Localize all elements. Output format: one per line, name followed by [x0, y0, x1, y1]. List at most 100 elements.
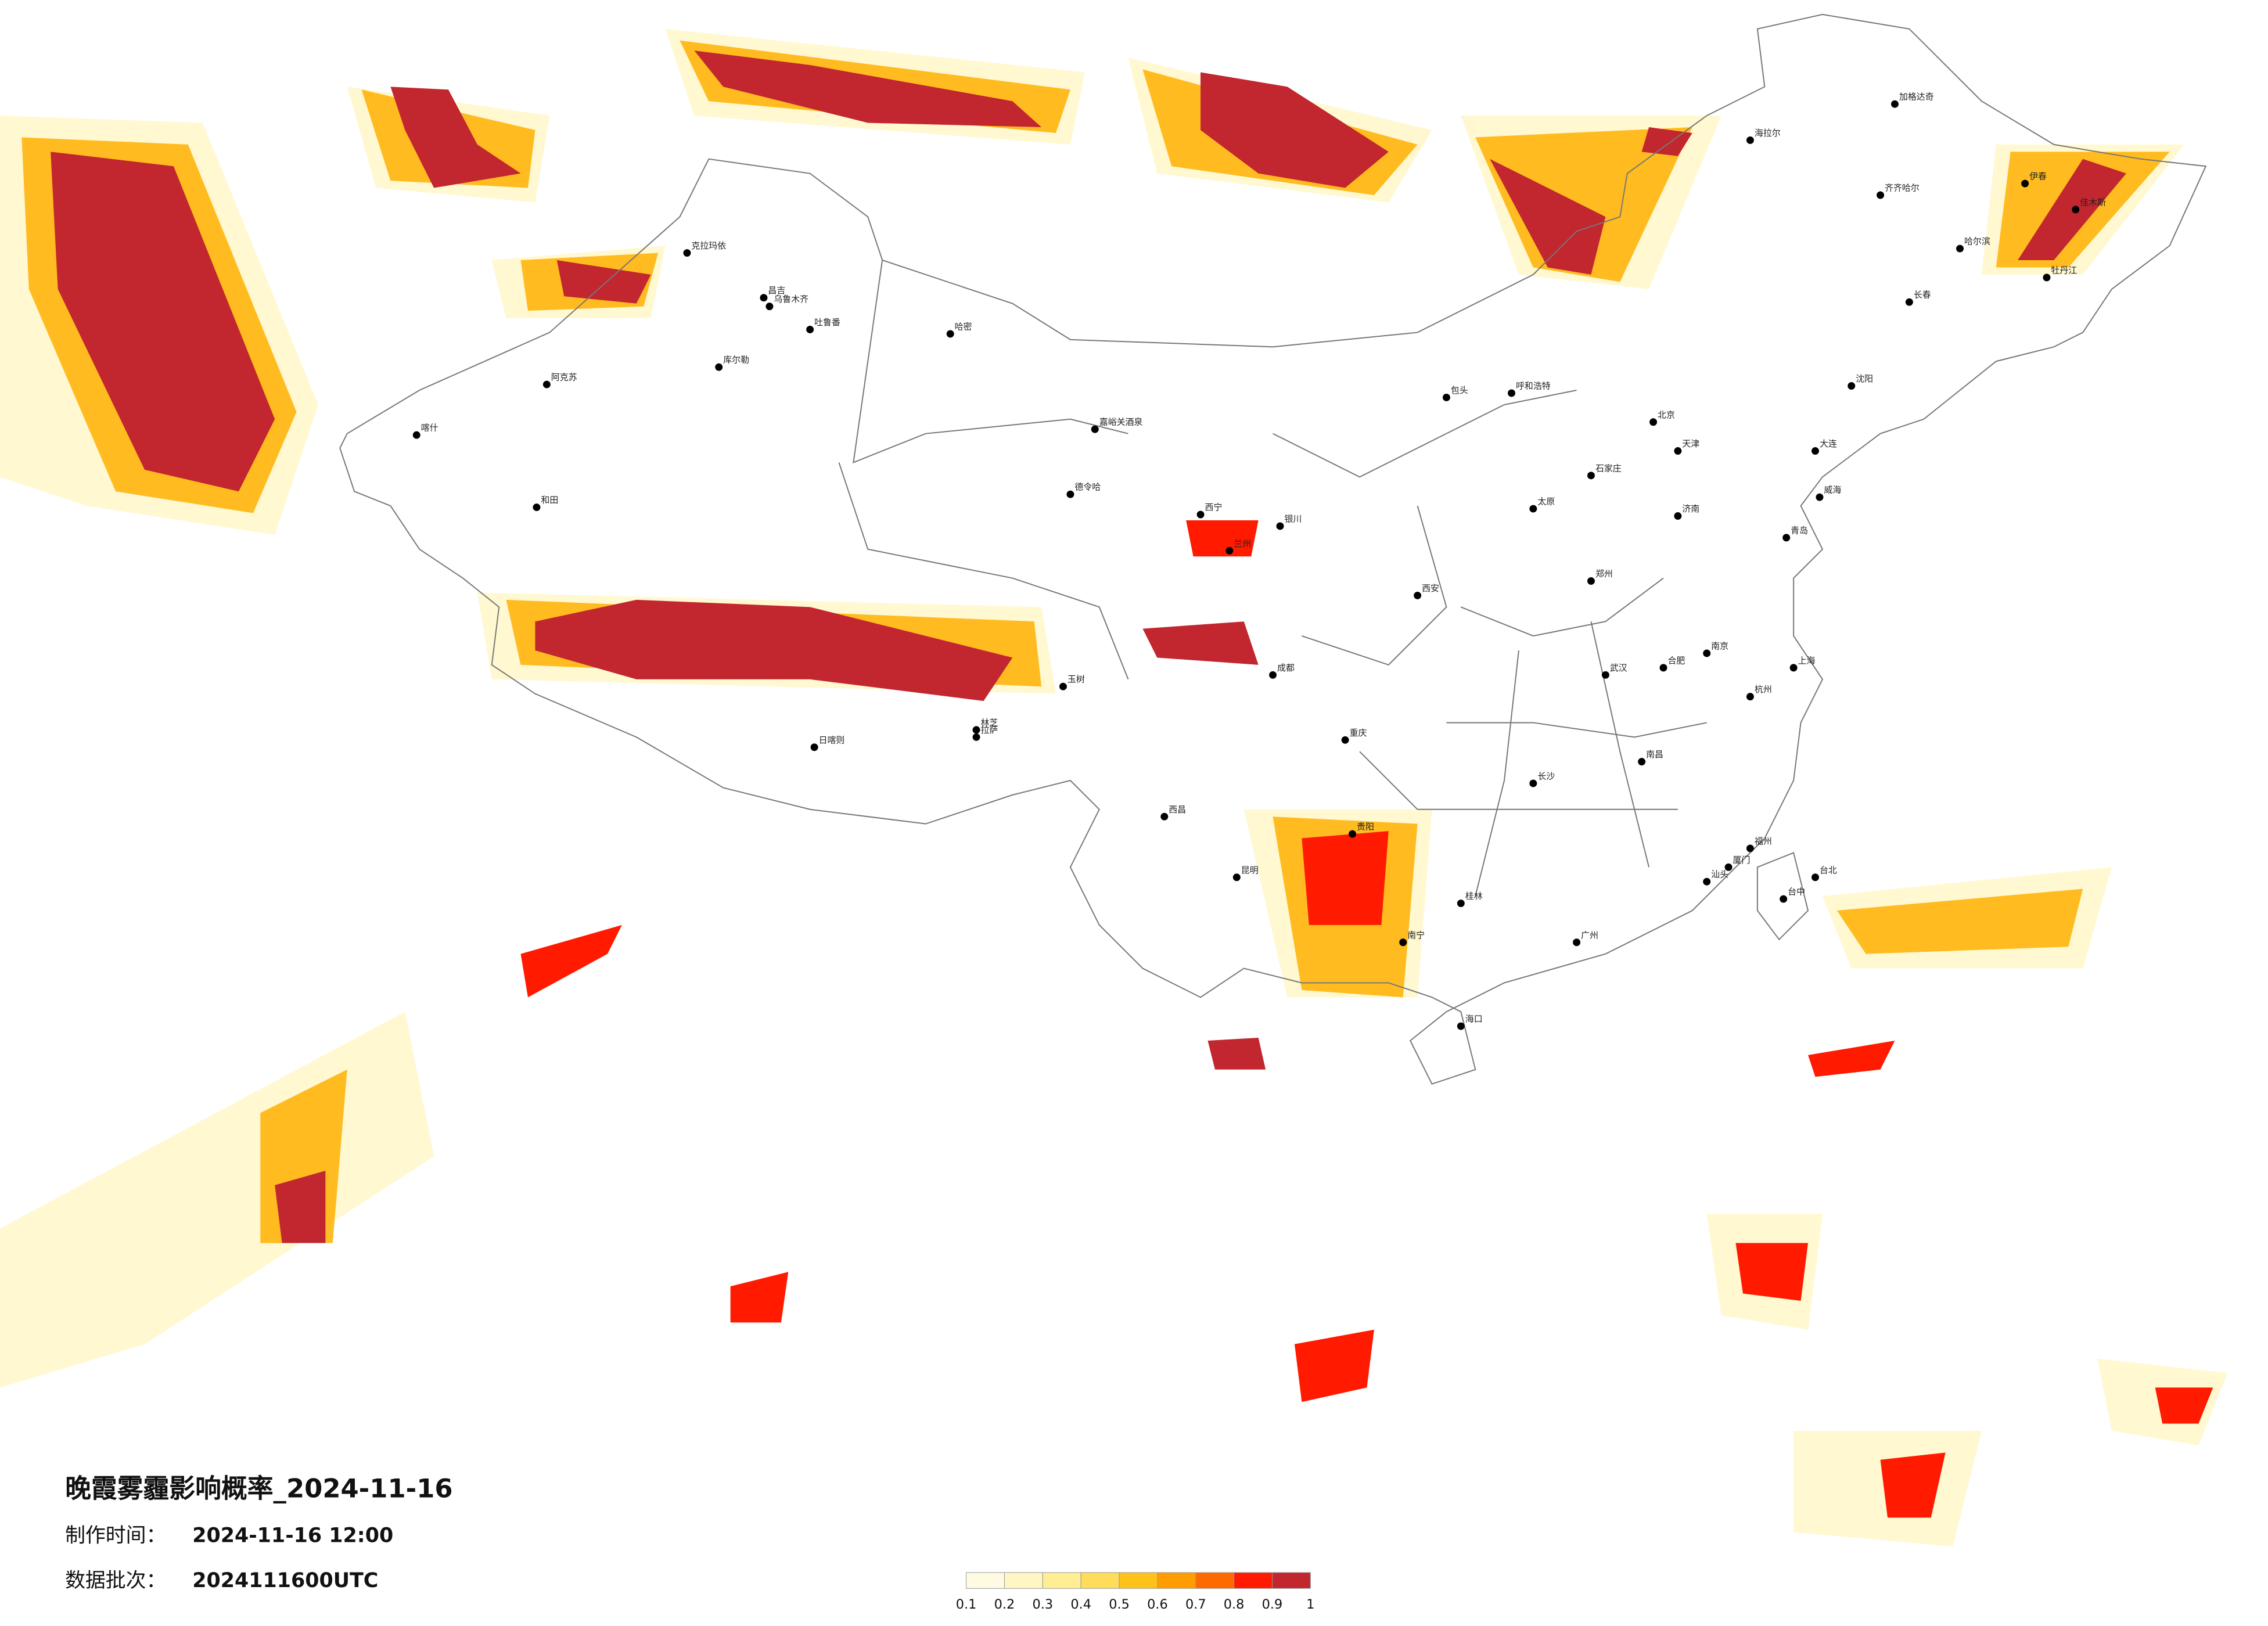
city-dot: [1703, 877, 1711, 886]
city-dot: [1414, 591, 1422, 599]
city-label: 海拉尔: [1755, 128, 1781, 138]
city-label: 喀什: [421, 423, 438, 433]
city-label: 青岛: [1791, 525, 1808, 535]
legend-tick-label: 1: [1306, 1597, 1314, 1612]
made-label: 制作时间：: [65, 1524, 166, 1548]
city-dot: [946, 330, 954, 338]
city-dot: [1877, 191, 1885, 199]
haze-layer: [0, 28, 2228, 1547]
city-dot: [1276, 522, 1284, 530]
batch: 2024111600UTC: [192, 1569, 378, 1592]
city-label: 杭州: [1755, 684, 1772, 695]
city-dot: [1848, 382, 1856, 390]
city-label: 重庆: [1350, 728, 1367, 738]
city-label: 石家庄: [1595, 463, 1622, 473]
city-label: 西安: [1422, 583, 1439, 593]
city-label: 德令哈: [1074, 482, 1101, 492]
city-dot: [810, 743, 818, 751]
city-label: 克拉玛依: [691, 240, 726, 251]
city-dot: [1232, 873, 1241, 882]
city-label: 乌鲁木齐: [774, 294, 808, 304]
city-dot: [972, 733, 980, 741]
legend-tick-label: 0.2: [994, 1597, 1015, 1612]
city-label: 广州: [1581, 930, 1598, 940]
city-dot: [1703, 649, 1711, 657]
legend-tick-label: 0.6: [1147, 1597, 1168, 1612]
legend-swatch: [1042, 1572, 1081, 1589]
city-label: 南宁: [1407, 930, 1425, 940]
city-dot: [1091, 425, 1099, 433]
city-dot: [1789, 664, 1798, 672]
city-label: 郑州: [1595, 569, 1613, 579]
legend-tick-label: 0.3: [1033, 1597, 1054, 1612]
legend-tick-label: 0.9: [1262, 1597, 1283, 1612]
city-dot: [1905, 298, 1913, 306]
city-dot: [1780, 895, 1788, 903]
city-dot: [1457, 1022, 1465, 1030]
city-dot: [1269, 671, 1277, 679]
city-label: 玉树: [1067, 674, 1085, 685]
city-dot: [1746, 844, 1754, 852]
borders: [339, 13, 2207, 1085]
legend: 0.1 0.2 0.3 0.4 0.5 0.6 0.7 0.8 0.9 1: [956, 1572, 1314, 1612]
city-label: 太原: [1537, 497, 1555, 507]
city-dot: [1160, 812, 1169, 821]
city-dot: [412, 431, 420, 439]
city-label: 合肥: [1667, 655, 1685, 665]
city-dot: [2021, 179, 2029, 188]
made-time: 2024-11-16 12:00: [192, 1524, 393, 1548]
city-dot: [1746, 136, 1754, 144]
city-label: 昆明: [1241, 865, 1259, 875]
city-label: 日喀则: [819, 735, 845, 745]
city-dot: [1638, 758, 1646, 766]
legend-tick-label: 0.5: [1109, 1597, 1130, 1612]
city-label: 库尔勒: [723, 355, 749, 365]
city-label: 包头: [1451, 385, 1468, 395]
city-label: 哈密: [955, 321, 972, 332]
city-label: 牡丹江: [2051, 265, 2077, 275]
city-label: 吐鲁番: [814, 317, 840, 328]
city-label: 呼和浩特: [1516, 381, 1551, 391]
city-dot: [765, 303, 774, 311]
city-label: 汕头: [1711, 869, 1728, 880]
city-dot: [1587, 577, 1595, 585]
city-dot: [806, 325, 814, 333]
city-dot: [1399, 938, 1407, 947]
city-label: 台北: [1820, 865, 1837, 875]
city-label: 西宁: [1205, 502, 1223, 513]
legend-swatch: [1080, 1572, 1120, 1589]
batch-label: 数据批次：: [65, 1569, 166, 1592]
city-dot: [533, 503, 541, 512]
city-dot: [1746, 693, 1754, 701]
city-label: 桂林: [1465, 891, 1483, 901]
city-dot: [683, 249, 691, 257]
city-dot: [1225, 546, 1234, 555]
city-label: 银川: [1285, 513, 1302, 524]
city-dot: [1059, 682, 1067, 690]
city-dot: [1674, 512, 1682, 520]
city-label: 南京: [1711, 641, 1728, 652]
city-dot: [2072, 206, 2080, 214]
city-label: 贵阳: [1357, 822, 1374, 832]
city-label: 和田: [541, 495, 558, 505]
city-dot: [1341, 736, 1349, 744]
city-label: 加格达奇: [1899, 92, 1934, 102]
city-label: 南昌: [1646, 749, 1663, 760]
city-label: 济南: [1682, 503, 1699, 514]
city-dot: [2043, 274, 2051, 282]
city-label: 阿克苏: [551, 372, 577, 383]
city-dot: [1956, 244, 1964, 253]
city-label: 福州: [1755, 836, 1772, 847]
city-dot: [1811, 873, 1819, 882]
city-label: 西昌: [1169, 804, 1186, 815]
city-label: 沈阳: [1856, 373, 1873, 384]
legend-tick-label: 0.1: [956, 1597, 977, 1612]
city-dot: [1659, 664, 1667, 672]
city-dot: [1816, 493, 1824, 501]
legend-swatch: [1119, 1572, 1158, 1589]
city-dot: [1811, 447, 1819, 455]
legend-swatch: [1271, 1572, 1311, 1589]
city-dot: [1196, 510, 1205, 519]
city-dot: [1066, 490, 1074, 498]
